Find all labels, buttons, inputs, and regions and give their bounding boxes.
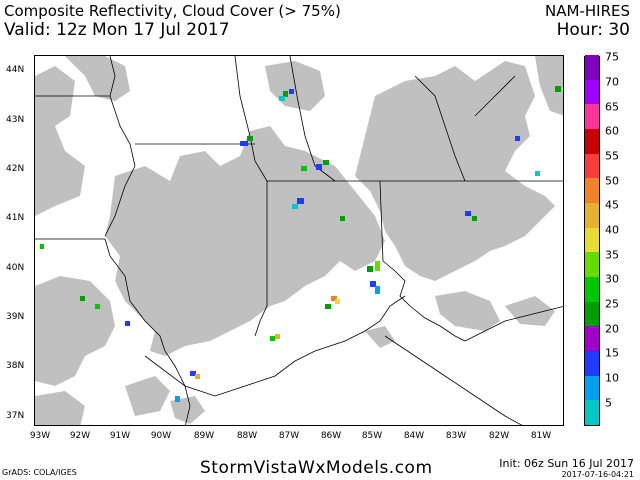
lat-label: 43N (6, 115, 25, 125)
init-time: Init: 06z Sun 16 Jul 2017 (499, 457, 634, 470)
map-title: Composite Reflectivity, Cloud Cover (> 7… (4, 2, 341, 20)
lat-label: 40N (6, 263, 25, 273)
map-canvas (35, 56, 563, 425)
legend-value: 55 (605, 149, 619, 163)
legend-swatch (585, 375, 599, 401)
legend-value: 50 (605, 174, 619, 188)
legend-value: 10 (605, 371, 619, 385)
cloud-cover-layer (35, 56, 563, 425)
legend-swatch (585, 400, 599, 425)
lon-label: 85W (361, 431, 383, 441)
lat-label: 42N (6, 164, 25, 174)
lon-label: 90W (150, 431, 172, 441)
lon-label: 81W (530, 431, 552, 441)
color-legend (584, 55, 600, 426)
legend-value: 20 (605, 322, 619, 336)
timestamp: 2017-07-16-04:21 (561, 470, 634, 479)
lon-label: 86W (320, 431, 342, 441)
model-name: NAM-HIRES (545, 2, 630, 20)
legend-swatch (585, 326, 599, 351)
site-name: StormVistaWxModels.com (200, 458, 433, 478)
lon-label: 84W (403, 431, 425, 441)
lat-label: 38N (6, 361, 25, 371)
legend-value: 25 (605, 297, 619, 311)
lon-label: 87W (278, 431, 300, 441)
lon-label: 89W (193, 431, 215, 441)
radar-map (34, 55, 564, 426)
valid-time: Valid: 12z Mon 17 Jul 2017 (4, 20, 230, 40)
lon-label: 92W (69, 431, 91, 441)
lon-label: 82W (488, 431, 510, 441)
legend-value: 40 (605, 223, 619, 237)
legend-swatch (585, 129, 599, 154)
legend-swatch (585, 153, 599, 179)
legend-swatch (585, 203, 599, 228)
legend-value: 45 (605, 198, 619, 212)
legend-value: 75 (605, 50, 619, 64)
forecast-hour: Hour: 30 (556, 20, 630, 40)
lon-label: 88W (236, 431, 258, 441)
grads-credit: GrADS: COLA/IGES (2, 468, 77, 477)
legend-value: 70 (605, 75, 619, 89)
lon-label: 83W (445, 431, 467, 441)
lat-label: 39N (6, 312, 25, 322)
lat-label: 37N (6, 411, 25, 421)
legend-swatch (585, 79, 599, 105)
legend-swatch (585, 227, 599, 253)
legend-swatch (585, 351, 599, 376)
legend-value: 65 (605, 100, 619, 114)
legend-value: 5 (605, 396, 612, 410)
reflectivity-echoes (40, 86, 561, 402)
lat-label: 44N (6, 65, 25, 75)
lon-label: 91W (109, 431, 131, 441)
legend-value: 35 (605, 248, 619, 262)
legend-swatch (585, 277, 599, 302)
legend-value: 15 (605, 346, 619, 360)
legend-swatch (585, 252, 599, 277)
lat-label: 41N (6, 213, 25, 223)
legend-swatch (585, 55, 599, 80)
legend-swatch (585, 178, 599, 203)
legend-swatch (585, 104, 599, 129)
legend-value: 30 (605, 272, 619, 286)
legend-value: 60 (605, 124, 619, 138)
legend-swatch (585, 301, 599, 327)
state-boundaries (35, 56, 563, 425)
lon-label: 93W (29, 431, 51, 441)
